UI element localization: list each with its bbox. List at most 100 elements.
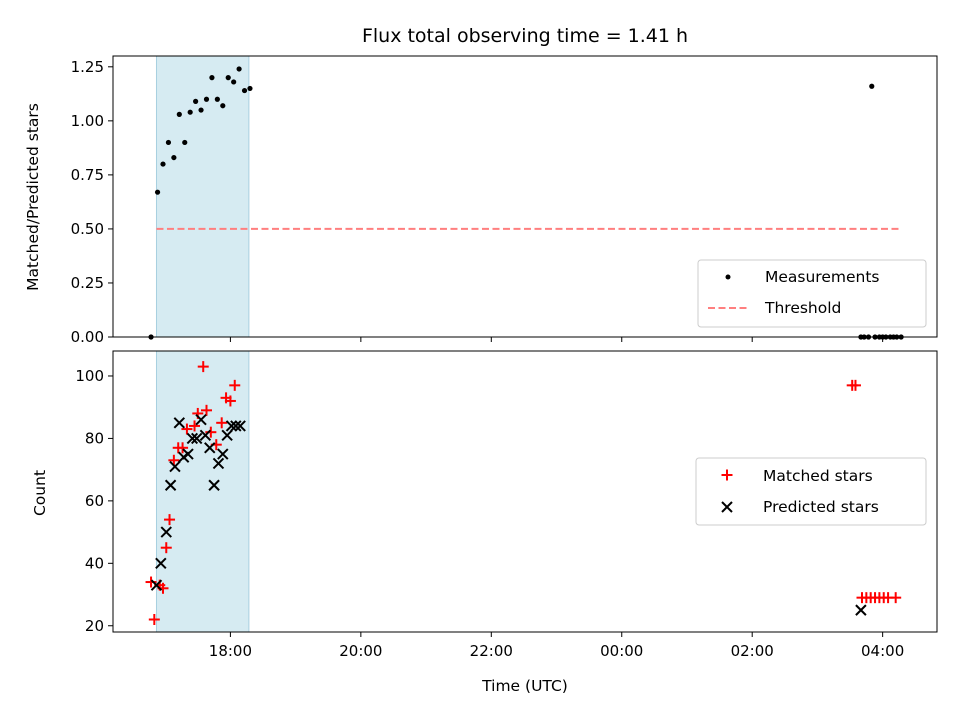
legend-entry-predicted-stars: Predicted stars <box>763 498 879 516</box>
measurement-point <box>187 109 193 115</box>
matched-star-marker <box>216 417 228 429</box>
predicted-star-marker <box>195 413 207 426</box>
cross-stroke <box>212 457 225 470</box>
chart-title: Flux total observing time = 1.41 h <box>362 25 688 47</box>
predicted-star-marker <box>160 526 172 538</box>
measurement-point <box>171 154 177 161</box>
matched-star-marker <box>229 379 241 391</box>
predicted-star-marker <box>190 432 203 445</box>
y-tick-label: 0.75 <box>71 166 104 184</box>
matched-star-marker <box>200 404 212 416</box>
matched-star-marker <box>181 423 193 435</box>
observing-window-span <box>155 350 250 633</box>
y-tick-label: 20 <box>85 617 104 635</box>
y-tick-label: 1.00 <box>71 112 104 130</box>
measurement-point <box>203 96 210 102</box>
cross-stroke <box>164 479 177 491</box>
matched-star-marker <box>224 395 236 407</box>
x-tick-label: 02:00 <box>731 642 774 660</box>
bottom-axes-frame <box>112 350 938 633</box>
matched-star-marker <box>164 514 176 526</box>
measurement-point <box>231 79 237 85</box>
cross-stroke <box>721 501 733 513</box>
x-tick-label: 18:00 <box>209 642 252 660</box>
top-legend-box <box>697 259 927 328</box>
observing-window-span <box>155 55 250 338</box>
measurement-point <box>182 139 188 146</box>
predicted-star-marker <box>199 429 212 442</box>
legend-entry-matched-stars: Matched stars <box>763 467 873 485</box>
matched-marker-swatch <box>721 469 733 481</box>
measurement-point <box>241 87 248 94</box>
x-tick-label: 04:00 <box>861 642 904 660</box>
bottom-y-ticks: 20 40 60 80 100 <box>75 367 113 635</box>
measurement-point <box>198 107 204 113</box>
cross-stroke <box>155 557 167 570</box>
cross-stroke <box>173 417 186 429</box>
top-x-ticks <box>229 337 884 342</box>
measurement-marker-swatch <box>725 274 731 280</box>
top-panel: Flux total observing time = 1.41 h Match… <box>24 25 938 346</box>
predicted-star-marker <box>212 457 225 470</box>
predicted-star-marker <box>204 442 216 454</box>
matched-star-marker <box>890 592 902 604</box>
x-tick-label: 22:00 <box>470 642 513 660</box>
cross-stroke <box>855 604 867 616</box>
cross-stroke <box>190 432 203 445</box>
predicted-star-marker <box>234 420 246 432</box>
cross-stroke <box>217 448 229 460</box>
cross-stroke <box>160 526 172 538</box>
cross-stroke <box>208 479 220 491</box>
measurement-point <box>236 66 242 72</box>
cross-stroke <box>150 579 163 591</box>
cross-stroke <box>195 413 207 426</box>
measurement-point <box>869 83 875 89</box>
cross-stroke <box>230 420 242 432</box>
top-y-axis-label: Matched/Predicted stars <box>24 103 42 291</box>
y-tick-label: 0.00 <box>71 328 104 346</box>
y-tick-label: 0.25 <box>71 274 104 292</box>
predicted-star-marker <box>169 460 181 473</box>
y-tick-label: 100 <box>75 367 104 385</box>
measurement-point <box>160 161 166 167</box>
predicted-star-marker <box>208 479 220 491</box>
predicted-star-marker <box>186 432 199 445</box>
bottom-shaded-span <box>155 350 250 633</box>
predicted-star-marker <box>173 417 186 429</box>
matched-star-marker <box>160 542 172 554</box>
cross-stroke <box>221 429 233 442</box>
matched-star-marker <box>177 442 189 454</box>
top-legend: Measurements Threshold <box>697 259 927 328</box>
matched-star-marker <box>197 361 209 373</box>
measurement-point <box>165 139 172 146</box>
y-tick-label: 1.25 <box>71 58 104 76</box>
predicted-star-marker <box>225 420 238 432</box>
measurement-point <box>220 103 226 109</box>
cross-stroke <box>182 448 194 460</box>
predicted-star-marker <box>230 420 242 432</box>
y-tick-label: 80 <box>85 429 104 447</box>
y-tick-label: 60 <box>85 492 104 510</box>
predicted-star-marker <box>855 604 867 616</box>
measurement-point <box>247 85 253 92</box>
matched-star-marker <box>189 420 201 432</box>
bottom-panel: Count Time (UTC) 20 40 60 80 100 18:00 20:00 2… <box>31 350 938 695</box>
measurement-point <box>225 75 231 81</box>
legend-entry-threshold: Threshold <box>764 299 841 317</box>
top-axes-frame <box>112 55 938 338</box>
cross-stroke <box>204 442 216 454</box>
bottom-y-axis-label: Count <box>31 470 49 516</box>
predicted-star-markers <box>150 413 867 616</box>
predicted-marker-swatch <box>721 501 733 513</box>
top-y-ticks: 0.00 0.25 0.50 0.75 1.00 1.25 <box>71 58 113 346</box>
bottom-legend: Matched stars Predicted stars <box>695 457 927 526</box>
predicted-star-marker <box>150 579 163 591</box>
cross-stroke <box>234 420 246 432</box>
measurement-point <box>209 75 215 81</box>
matched-star-marker <box>849 379 861 391</box>
x-axis-label: Time (UTC) <box>481 677 568 695</box>
top-shaded-span <box>155 55 250 338</box>
x-tick-label: 20:00 <box>339 642 382 660</box>
legend-cross-marker <box>721 501 733 513</box>
